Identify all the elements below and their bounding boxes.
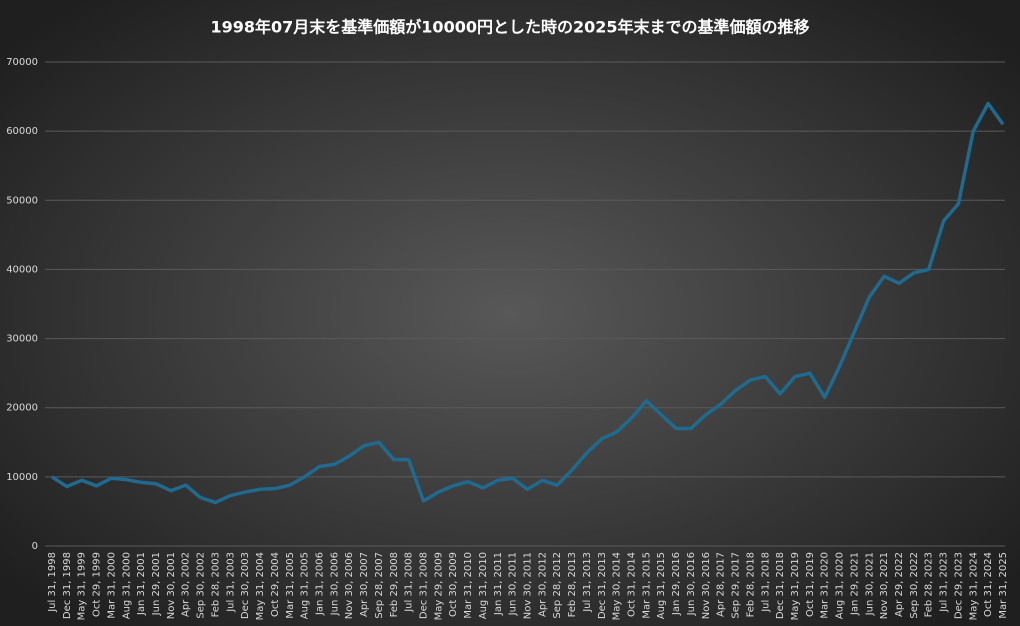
y-tick-label: 40000	[6, 264, 38, 275]
x-tick-label: Feb 29, 2008	[389, 552, 400, 617]
x-tick-label: Jan 31, 2011	[493, 552, 504, 616]
x-tick-label: Jul 31, 1998	[47, 552, 58, 613]
x-tick-label: Jun 30, 2016	[686, 552, 697, 616]
x-tick-label: Sep 28, 2012	[552, 552, 563, 619]
x-tick-label: Feb 28, 2023	[924, 552, 935, 617]
x-tick-label: Mar 31, 2010	[463, 552, 474, 619]
x-tick-label: Apr 28, 2017	[716, 552, 727, 617]
x-tick-label: Dec 31, 1998	[62, 552, 73, 619]
x-tick-label: May 31, 2004	[255, 552, 266, 620]
x-tick-label: Apr 29, 2022	[894, 552, 905, 617]
x-tick-label: May 31, 1999	[77, 552, 88, 620]
x-tick-label: Aug 31, 2000	[121, 552, 132, 619]
y-tick-label: 30000	[6, 334, 38, 345]
x-tick-label: Nov 30, 2021	[879, 552, 890, 619]
x-tick-label: Mar 31, 2015	[641, 552, 652, 619]
x-tick-label: Oct 31, 2019	[805, 552, 816, 617]
x-tick-label: Feb 28, 2018	[745, 552, 756, 617]
x-tick-label: Apr 30, 2012	[537, 552, 548, 617]
x-tick-label: Mar 31, 2005	[285, 552, 296, 619]
x-tick-label: Feb 28, 2013	[567, 552, 578, 617]
x-tick-label: Jan 31, 2001	[136, 552, 147, 616]
y-tick-label: 0	[32, 541, 38, 552]
y-tick-label: 50000	[6, 195, 38, 206]
x-tick-label: Oct 30, 2009	[448, 552, 459, 617]
x-tick-label: May 30, 2014	[612, 552, 623, 620]
x-tick-label: Aug 31, 2010	[478, 552, 489, 619]
x-tick-label: Sep 30, 2022	[909, 552, 920, 619]
x-tick-label: Jul 31, 2013	[582, 552, 593, 613]
chart-title: 1998年07月末を基準価額が10000円とした時の2025年末までの基準価額の…	[211, 18, 810, 37]
x-tick-label: Nov 30, 2011	[523, 552, 534, 619]
x-tick-label: Nov 30, 2001	[166, 552, 177, 619]
x-tick-label: Mar 31, 2020	[820, 552, 831, 619]
x-tick-label: May 31, 2024	[968, 552, 979, 620]
x-tick-label: Jan 31, 2006	[314, 552, 325, 616]
y-tick-label: 10000	[6, 472, 38, 483]
x-tick-label: Dec 31, 2013	[597, 552, 608, 619]
x-tick-label: Jun 30, 2011	[508, 552, 519, 616]
x-tick-label: Dec 30, 2003	[240, 552, 251, 619]
y-tick-label: 60000	[6, 126, 38, 137]
x-tick-label: Nov 30, 2006	[344, 552, 355, 619]
x-tick-label: Jul 31, 2018	[760, 552, 771, 613]
y-tick-label: 20000	[6, 403, 38, 414]
x-tick-label: Jun 30, 2021	[864, 552, 875, 616]
data-line	[51, 101, 1005, 505]
x-tick-label: Sep 29, 2017	[731, 552, 742, 619]
x-tick-label: Jan 29, 2016	[671, 552, 682, 616]
y-tick-label: 70000	[6, 57, 38, 68]
x-tick-label: Dec 29, 2023	[953, 552, 964, 619]
x-tick-label: Jan 29, 2021	[849, 552, 860, 616]
x-tick-label: Feb 28, 2003	[210, 552, 221, 617]
x-tick-label: Oct 31, 2024	[983, 552, 994, 617]
x-tick-label: Sep 30, 2002	[196, 552, 207, 619]
x-tick-label: Oct 29, 2004	[270, 552, 281, 617]
x-tick-label: Jul 31, 2008	[404, 552, 415, 613]
x-tick-label: Oct 29, 1999	[92, 552, 103, 617]
x-tick-label: Nov 30, 2016	[701, 552, 712, 619]
x-tick-label: Aug 31, 2020	[835, 552, 846, 619]
x-tick-label: Mar 31, 2025	[998, 552, 1009, 619]
x-tick-label: Jun 30, 2006	[329, 552, 340, 616]
x-tick-label: Mar 31, 2000	[106, 552, 117, 619]
x-tick-label: Jul 31, 2003	[225, 552, 236, 613]
x-tick-label: May 29, 2009	[433, 552, 444, 620]
x-tick-label: Aug 31, 2015	[656, 552, 667, 619]
x-tick-label: Dec 31, 2018	[775, 552, 786, 619]
x-tick-label: Aug 31, 2005	[300, 552, 311, 619]
x-tick-label: May 31, 2019	[790, 552, 801, 620]
x-tick-label: Dec 31, 2008	[418, 552, 429, 619]
x-tick-label: Jun 29, 2001	[151, 552, 162, 616]
x-tick-label: Apr 30, 2007	[359, 552, 370, 617]
x-tick-label: Apr 30, 2002	[181, 552, 192, 617]
x-tick-label: Jul 31, 2023	[939, 552, 950, 613]
x-tick-label: Oct 31, 2014	[627, 552, 638, 617]
x-tick-label: Sep 28, 2007	[374, 552, 385, 619]
